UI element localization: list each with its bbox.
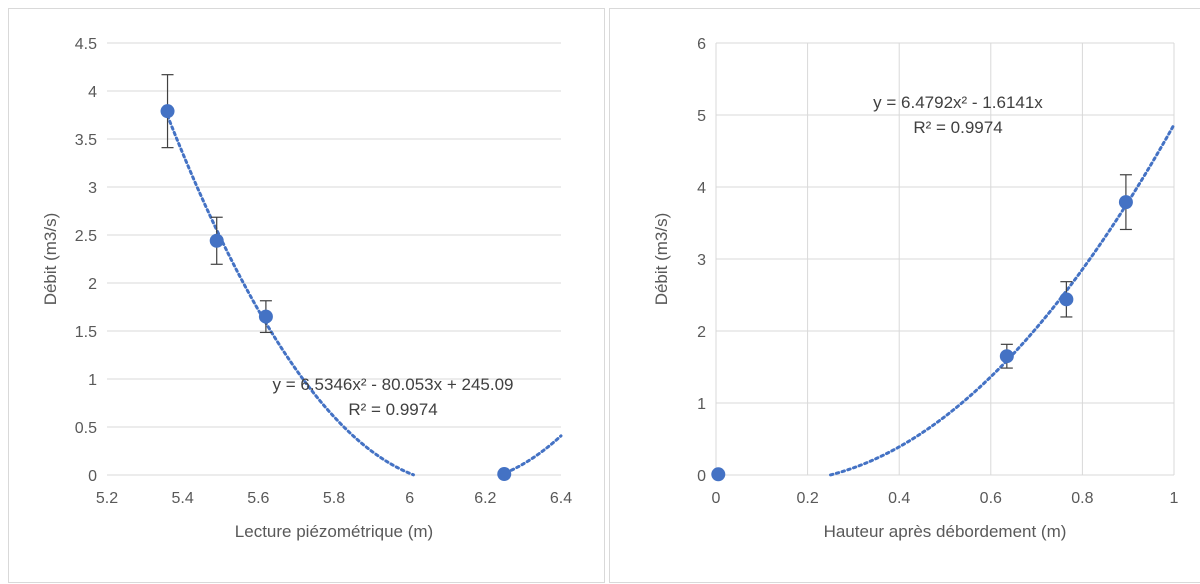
chart-0-data-point xyxy=(209,233,224,248)
chart-1-y-tick-label: 5 xyxy=(697,108,706,125)
chart-1-data-point xyxy=(711,467,726,482)
chart-1-x-axis-title: Hauteur après débordement (m) xyxy=(824,522,1067,541)
chart-left: 0 0.5 1 1.5 2 2.5 3 3.5 4 4.5 5.2 5.4 5.6 5.8 6 6.2 6.4 L… xyxy=(41,36,572,541)
chart-0-y-tick-label: 3.5 xyxy=(75,132,97,149)
chart-1-x-tick-label: 0.4 xyxy=(888,490,910,507)
chart-1-x-tick-label: 1 xyxy=(1170,490,1179,507)
chart-1-x-tick-label: 0 xyxy=(712,490,721,507)
chart-0-trendline xyxy=(166,114,563,477)
chart-1-r-squared: R² = 0.9974 xyxy=(913,118,1002,137)
chart-0-r-squared: R² = 0.9974 xyxy=(348,400,437,419)
chart-1-y-tick-label: 6 xyxy=(697,36,706,53)
chart-0-x-tick-label: 5.4 xyxy=(172,490,194,507)
chart-1-trendline-equation: y = 6.4792x² - 1.6141x xyxy=(873,93,1043,112)
chart-1-data-point xyxy=(1118,195,1133,210)
chart-1-x-tick-label: 0.6 xyxy=(980,490,1002,507)
chart-0-x-tick-label: 6.2 xyxy=(474,490,496,507)
chart-0-x-tick-label: 5.6 xyxy=(247,490,269,507)
chart-1-y-tick-label: 3 xyxy=(697,252,706,269)
chart-left-panel: 0 0.5 1 1.5 2 2.5 3 3.5 4 4.5 5.2 5.4 5.6 5.8 6 6.2 6.4 L… xyxy=(8,8,605,583)
chart-0-trendline-equation: y = 6.5346x² - 80.053x + 245.09 xyxy=(272,375,513,394)
chart-0-y-tick-label: 4.5 xyxy=(75,36,97,53)
chart-1-y-tick-label: 0 xyxy=(697,468,706,485)
chart-0-data-point xyxy=(497,467,512,482)
chart-1-y-tick-label: 1 xyxy=(697,396,706,413)
chart-0-y-axis-title: Débit (m3/s) xyxy=(41,213,60,306)
chart-0-data-point xyxy=(160,104,175,119)
chart-0-y-tick-label: 2.5 xyxy=(75,228,97,245)
chart-0-y-tick-label: 2 xyxy=(88,276,97,293)
chart-0-x-tick-label: 6.4 xyxy=(550,490,572,507)
chart-0-y-tick-label: 1.5 xyxy=(75,324,97,341)
chart-0-y-tick-label: 3 xyxy=(88,180,97,197)
chart-1-x-tick-label: 0.2 xyxy=(796,490,818,507)
chart-1-y-tick-label: 2 xyxy=(697,324,706,341)
chart-right: 0 1 2 3 4 5 6 0 0.2 0.4 0.6 0.8 1 Hauteur après débor… xyxy=(652,36,1179,541)
chart-0-y-tick-label: 1 xyxy=(88,372,97,389)
chart-0-y-tick-label: 4 xyxy=(88,84,97,101)
chart-1-trendline xyxy=(829,123,1176,477)
chart-0-y-tick-label: 0.5 xyxy=(75,420,97,437)
chart-1-y-axis-title: Débit (m3/s) xyxy=(652,213,671,306)
chart-1-x-tick-label: 0.8 xyxy=(1071,490,1093,507)
chart-0-x-tick-label: 5.2 xyxy=(96,490,118,507)
chart-right-panel: 0 1 2 3 4 5 6 0 0.2 0.4 0.6 0.8 1 Hauteur après débor… xyxy=(609,8,1200,583)
chart-0-data-point xyxy=(258,309,273,324)
chart-1-y-tick-label: 4 xyxy=(697,180,706,197)
chart-1-data-point xyxy=(999,349,1014,364)
chart-1-data-point xyxy=(1059,292,1074,307)
chart-0-x-tick-label: 6 xyxy=(405,490,414,507)
chart-0-x-axis-title: Lecture piézométrique (m) xyxy=(235,522,433,541)
chart-0-x-tick-label: 5.8 xyxy=(323,490,345,507)
chart-0-y-tick-label: 0 xyxy=(88,468,97,485)
